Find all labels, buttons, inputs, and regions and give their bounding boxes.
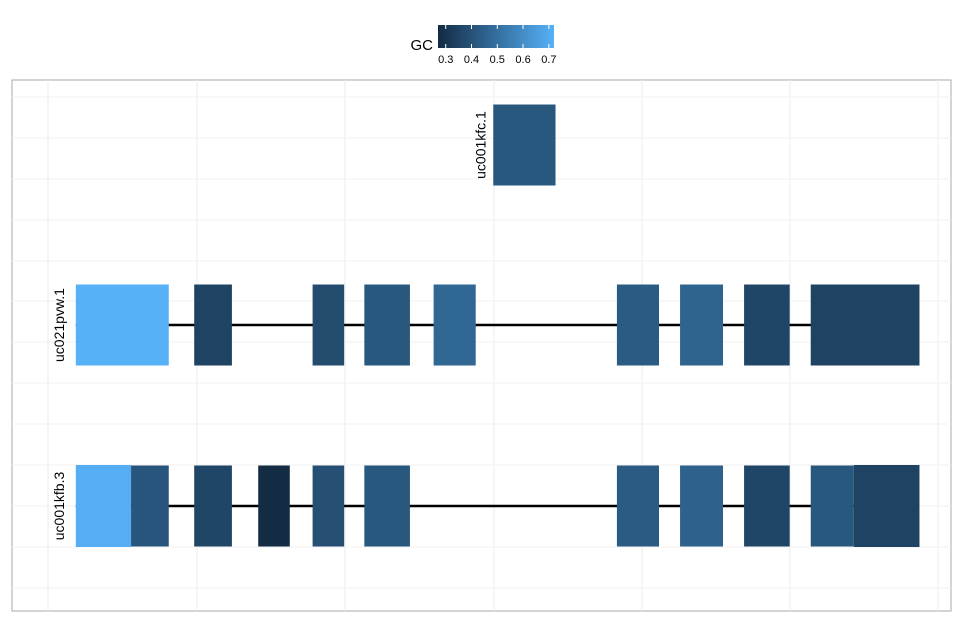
exon-block [364, 465, 410, 547]
tracks: uc001kfc.1 uc021pvw.1 uc001kfb.3 [51, 104, 920, 547]
track-uc021pvw.1: uc021pvw.1 [51, 284, 920, 366]
legend-tick-label: 0.7 [541, 54, 556, 66]
legend-tick-label: 0.3 [438, 54, 453, 66]
exon-block [194, 465, 232, 547]
legend-tick-label: 0.5 [490, 54, 505, 66]
exon-block [810, 465, 854, 547]
exon-block [131, 465, 169, 547]
legend: GC 0.3 0.4 0.5 0.6 0.7 [411, 25, 556, 66]
exon-block [853, 465, 920, 547]
exon-block [258, 465, 290, 547]
track-uc001kfb.3: uc001kfb.3 [51, 465, 920, 547]
exon-block [810, 284, 920, 366]
exon-block [493, 104, 556, 186]
legend-tick-label: 0.6 [515, 54, 530, 66]
exon-block [680, 465, 724, 547]
exon-block [312, 465, 345, 547]
legend-tick-label: 0.4 [464, 54, 479, 66]
track-label: uc001kfc.1 [472, 111, 488, 179]
exon-block [75, 284, 169, 366]
exon-block [433, 284, 476, 366]
legend-title: GC [411, 37, 434, 54]
track-label: uc021pvw.1 [51, 288, 67, 362]
exon-block [194, 284, 232, 366]
legend-colorbar [438, 25, 554, 48]
exon-block [616, 284, 660, 366]
exon-block [744, 465, 790, 547]
legend-ticks: 0.3 0.4 0.5 0.6 0.7 [438, 25, 556, 66]
exon-block [75, 465, 132, 547]
track-label: uc001kfb.3 [51, 472, 67, 541]
exon-block [312, 284, 345, 366]
plot-panel: uc001kfc.1 uc021pvw.1 uc001kfb.3 [11, 79, 952, 612]
exon-block [364, 284, 410, 366]
track-uc001kfc.1: uc001kfc.1 [472, 104, 556, 186]
exon-block [680, 284, 724, 366]
exon-block [616, 465, 660, 547]
exon-block [744, 284, 790, 366]
